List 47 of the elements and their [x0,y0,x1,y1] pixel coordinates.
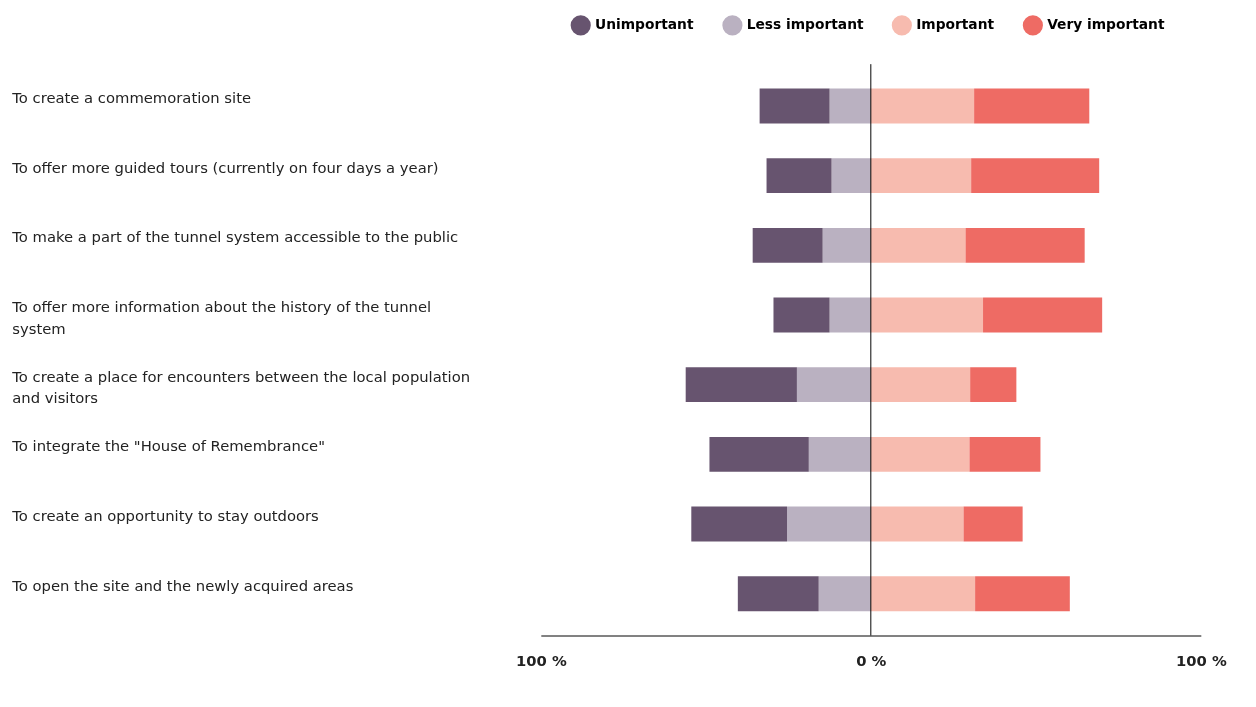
bar [709,436,809,472]
bar [969,436,1041,472]
bar [759,88,830,124]
bar [766,158,832,194]
bar [752,227,823,263]
bar [737,576,819,612]
bar [975,576,1070,612]
bar [870,367,971,403]
x-tick-label: 100 % [515,651,567,669]
bar [870,158,972,194]
bar [787,506,871,542]
bar [808,436,871,472]
bar [971,158,1100,194]
bar [870,576,976,612]
bar [870,506,964,542]
bar [822,227,871,263]
bar [974,88,1090,124]
bar [829,297,871,333]
y-tick-label: To make a part of the tunnel system accessible to the public [11,228,459,246]
legend-label: Very important [1047,16,1165,33]
bar [685,367,797,403]
bar [870,436,970,472]
bar [818,576,871,612]
bar [870,88,975,124]
bar [870,227,966,263]
bar [970,367,1017,403]
y-tick-label: To offer more information about the history of the tunnel system [11,298,432,337]
bar [983,297,1103,333]
y-tick-label: To open the site and the newly acquired areas [11,576,354,594]
bar [829,88,871,124]
bar [691,506,787,542]
x-tick-label: 0 % [856,651,887,669]
y-tick-label: To integrate the "House of Remembrance" [11,437,325,455]
bar [831,158,871,194]
y-tick-label: To offer more guided tours (currently on four days a year) [11,158,439,176]
y-tick-label: To create a commemoration site [11,89,252,107]
legend-label: Important [916,16,995,33]
bar [773,297,830,333]
legend-label: Unimportant [595,16,694,33]
bar [965,227,1085,263]
bar [796,367,871,403]
y-tick-label: To create a place for encounters between the local population and visitors [11,367,471,407]
y-tick-label: To create an opportunity to stay outdoors [11,507,319,525]
bar [870,297,984,333]
bar [963,506,1023,542]
x-tick-label: 100 % [1175,651,1227,669]
legend-label: Less important [746,16,864,33]
